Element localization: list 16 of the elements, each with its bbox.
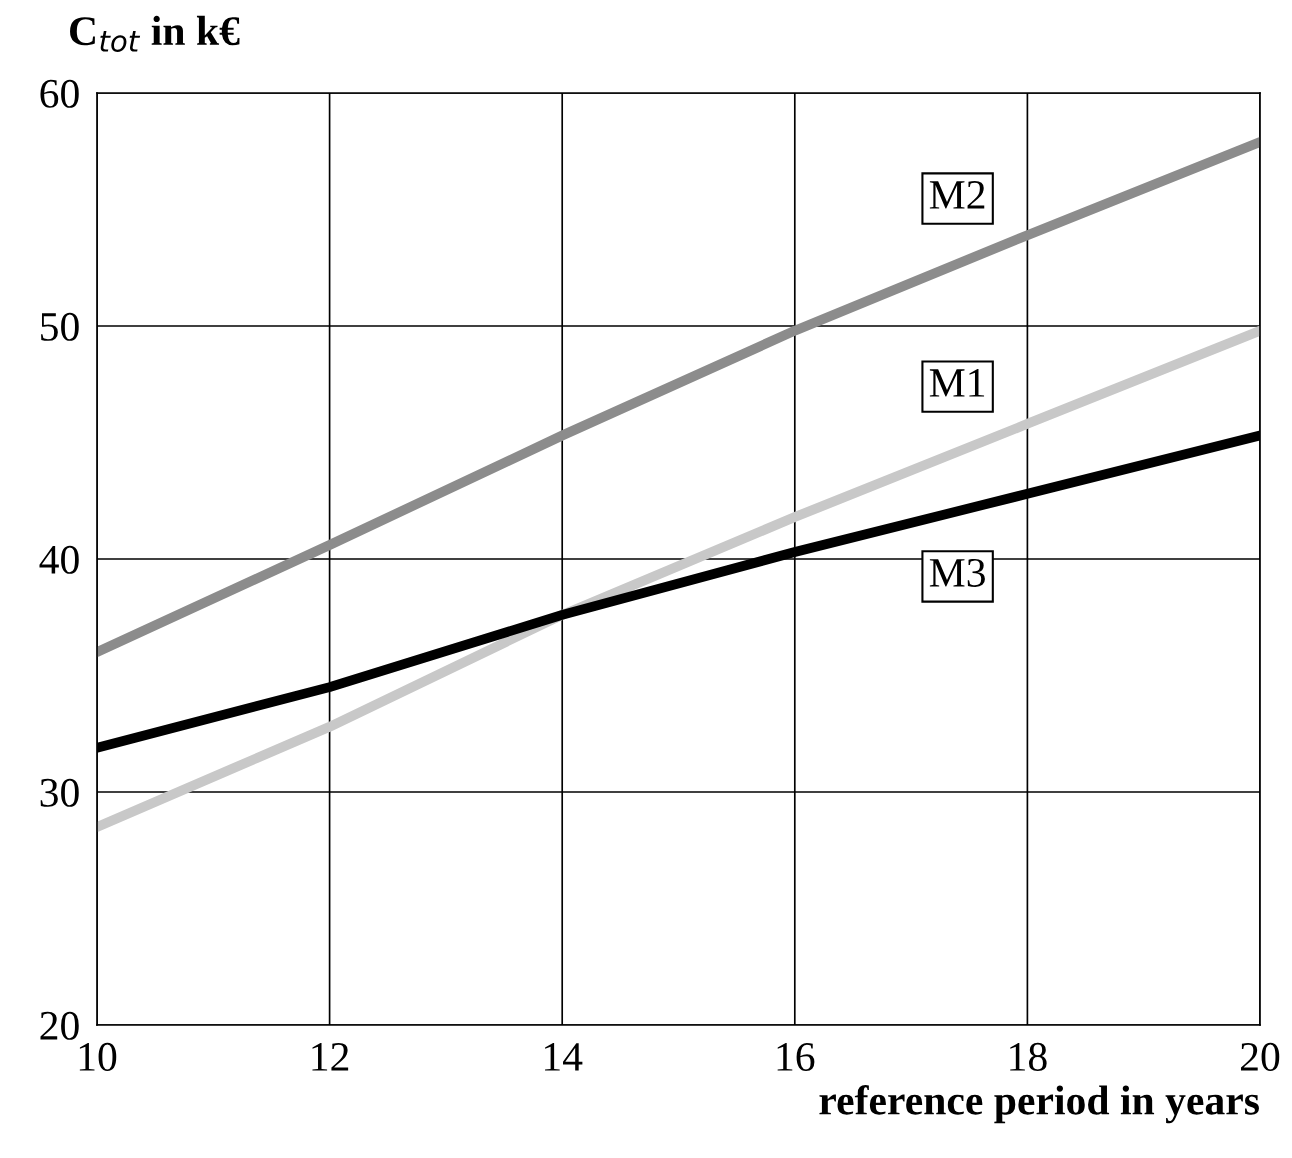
y-tick-label: 20 (40, 1011, 79, 1040)
y-axis-title: C$_{tot}$ in k€ (70, 15, 240, 53)
series-label: M1 (929, 369, 985, 397)
x-tick-label: 18 (1010, 1042, 1047, 1071)
y-tick-label: 60 (40, 79, 79, 108)
x-tick-label: 12 (312, 1042, 349, 1071)
y-tick-label: 40 (39, 545, 79, 574)
y-tick-label: 50 (41, 312, 79, 341)
x-tick-label: 16 (777, 1042, 815, 1071)
x-tick-label: 14 (545, 1043, 583, 1071)
x-axis-title: reference period in years (819, 1085, 1259, 1124)
series-label: M3 (929, 558, 985, 587)
y-tick-label: 30 (40, 778, 79, 807)
x-tick-label: 20 (1241, 1042, 1280, 1071)
x-tick-label: 10 (79, 1042, 117, 1071)
series-label: M2 (929, 180, 985, 209)
